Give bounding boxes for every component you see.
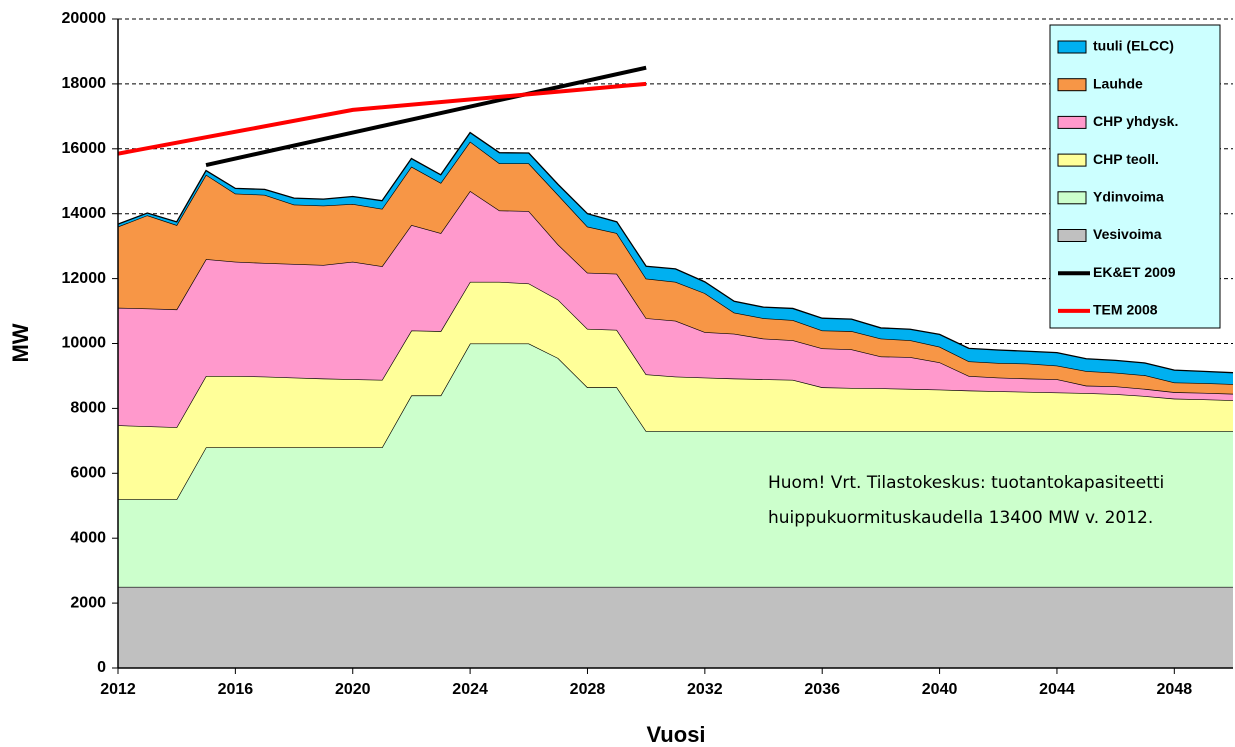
legend-label: Lauhde [1093, 75, 1143, 91]
y-tick-label: 20000 [62, 10, 107, 27]
area-fill [118, 190, 1233, 428]
x-tick-label: 2048 [1157, 681, 1193, 698]
line [117, 81, 647, 156]
area-fill [118, 586, 1233, 668]
y-tick-label: 10000 [62, 335, 107, 352]
legend-swatch [1057, 191, 1087, 205]
legend-swatch [1057, 229, 1087, 242]
x-axis-title: Vuosi [646, 722, 705, 747]
x-tick-label: 2040 [922, 681, 958, 698]
annotation: huippukuormituskaudella 13400 MW v. 2012… [768, 508, 1153, 528]
x-tick-label: 2028 [570, 681, 606, 698]
x-tick-label: 2032 [687, 681, 723, 698]
legend-label: Vesivoima [1093, 226, 1162, 242]
y-tick-label: 12000 [62, 270, 107, 287]
area-fill [118, 141, 1233, 394]
legend-box [1049, 24, 1221, 329]
area-fill [118, 281, 1233, 500]
x-tick-label: 2020 [335, 681, 371, 698]
y-tick-label: 16000 [62, 140, 107, 157]
x-tick-label: 2012 [100, 681, 136, 698]
x-tick-label: 2044 [1039, 681, 1075, 698]
area-edge [117, 131, 1234, 374]
x-tick-label: 2016 [218, 681, 254, 698]
legend-swatch [1057, 115, 1087, 129]
legend-label: CHP teoll. [1093, 151, 1159, 167]
legend-label: CHP yhdysk. [1093, 113, 1178, 129]
y-tick-label: 8000 [70, 400, 106, 417]
y-tick-label: 2000 [70, 594, 106, 611]
legend-swatch [1057, 153, 1087, 167]
y-tick-label: 18000 [62, 75, 107, 92]
x-tick-label: 2036 [804, 681, 840, 698]
legend-label: tuuli (ELCC) [1093, 38, 1174, 54]
area-fill [118, 343, 1233, 587]
y-tick-label: 14000 [62, 205, 107, 222]
y-tick-label: 6000 [70, 465, 106, 482]
x-tick-label: 2024 [452, 681, 488, 698]
legend-label: Ydinvoima [1093, 189, 1164, 205]
y-axis-title: MW [8, 323, 33, 362]
line [205, 65, 647, 167]
y-tick-label: 0 [97, 659, 106, 676]
legend-label: TEM 2008 [1093, 302, 1158, 318]
y-tick-label: 4000 [70, 529, 106, 546]
legend-label: EK&ET 2009 [1093, 264, 1176, 280]
legend-swatch [1057, 40, 1087, 54]
legend-swatch [1057, 78, 1087, 92]
annotation: Huom! Vrt. Tilastokeskus: tuotantokapasi… [768, 473, 1164, 493]
